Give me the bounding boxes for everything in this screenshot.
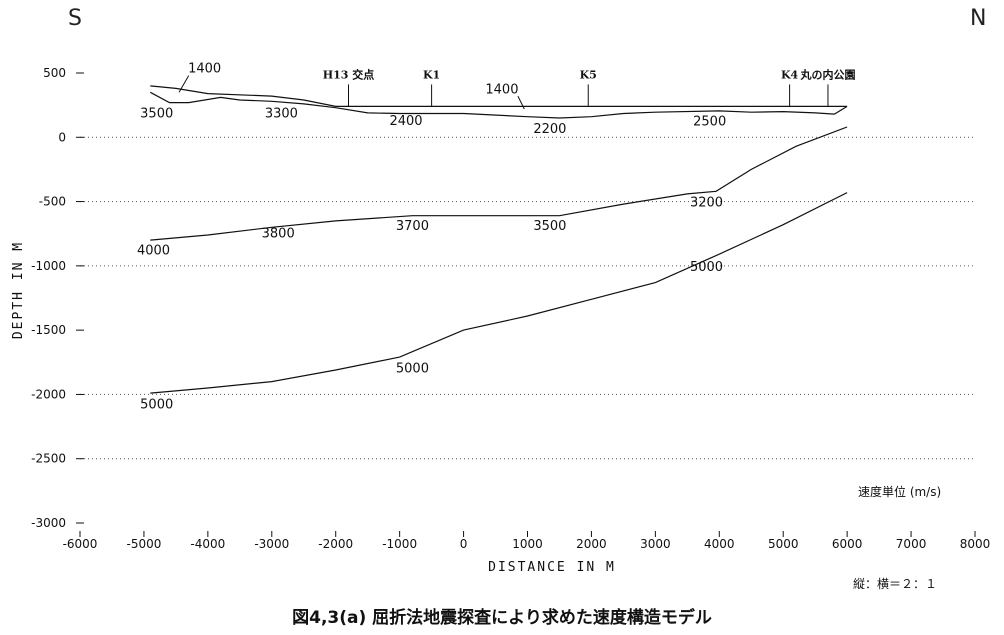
velocity-label: 3300	[265, 106, 298, 121]
y-tick-label: -500	[39, 195, 66, 209]
leader-line	[517, 95, 525, 110]
direction-north-label: N	[970, 6, 987, 31]
y-tick-label: -2000	[31, 387, 66, 401]
x-tick-label: 7000	[896, 537, 927, 551]
series-line-3	[150, 126, 848, 241]
surface-marker-label: K4	[781, 68, 799, 81]
x-tick-label: 0	[460, 537, 468, 551]
velocity-unit-note: 速度単位 (m/s)	[858, 485, 942, 499]
velocity-label: 5000	[396, 362, 429, 377]
direction-south-label: S	[68, 6, 82, 31]
x-tick-label: 8000	[960, 537, 991, 551]
velocity-label: 2500	[693, 115, 726, 130]
velocity-structure-chart: 5000-500-1000-1500-2000-2500-3000-6000 -5…	[11, 61, 990, 575]
x-tick-label: 4000	[704, 537, 735, 551]
y-axis-label: DEPTH IN M	[11, 241, 26, 339]
surface-marker-label: 丸の内公園	[799, 67, 855, 81]
surface-markers: H13 交点 K1 K5 K4 丸の内公園	[323, 67, 855, 107]
leader-line	[178, 75, 190, 93]
velocity-labels: 1400 3500 3300 1400 2400 2200 2500 4000 3800 3700…	[137, 61, 726, 412]
velocity-label: 3800	[262, 227, 295, 242]
velocity-label: 4000	[137, 243, 170, 258]
y-tick-label: -1000	[31, 259, 66, 273]
y-tick-label: 500	[43, 66, 66, 80]
surface-marker-label: K1	[423, 68, 440, 81]
x-axis-label: DISTANCE IN M	[488, 560, 616, 575]
x-tick-label: -2000	[318, 537, 353, 551]
series-line-4	[150, 192, 848, 394]
x-tick-label: -5000	[126, 537, 161, 551]
scale-ratio-note: 縦：横＝２：１	[853, 577, 938, 591]
velocity-label: 1400	[188, 61, 221, 76]
x-tick-label: 3000	[640, 537, 671, 551]
series-line-1	[150, 85, 848, 108]
x-tick-label: 2000	[576, 537, 607, 551]
y-tick-label: -1500	[31, 323, 66, 337]
velocity-label: 1400	[485, 83, 518, 98]
velocity-label: 3200	[690, 196, 723, 211]
x-tick-label: 6000	[832, 537, 863, 551]
figure-caption: 図4,3(a) 屈折法地震探査により求めた速度構造モデル	[292, 608, 712, 628]
velocity-label: 5000	[690, 260, 723, 275]
x-tick-label: -6000	[63, 537, 98, 551]
velocity-label: 2200	[533, 122, 566, 137]
surface-marker-label: H13 交点	[323, 67, 375, 81]
y-tick-label: -3000	[31, 516, 66, 530]
series-lines	[150, 85, 848, 394]
y-tick-label: 0	[58, 130, 66, 144]
velocity-label: 5000	[140, 398, 173, 413]
y-tick-label: -2500	[31, 452, 66, 466]
x-tick-label: -4000	[190, 537, 225, 551]
velocity-label: 2400	[389, 114, 422, 129]
axes: 5000-500-1000-1500-2000-2500-3000-6000 -5…	[31, 66, 990, 551]
series-line-2	[150, 91, 848, 119]
x-tick-label: -1000	[382, 537, 417, 551]
x-tick-label: -3000	[254, 537, 289, 551]
velocity-label: 3500	[533, 219, 566, 234]
velocity-label: 3500	[140, 106, 173, 121]
velocity-label: 3700	[396, 219, 429, 234]
grid-lines	[80, 136, 975, 460]
x-tick-label: 5000	[768, 537, 799, 551]
surface-marker-label: K5	[580, 68, 597, 81]
x-tick-label: 1000	[512, 537, 543, 551]
